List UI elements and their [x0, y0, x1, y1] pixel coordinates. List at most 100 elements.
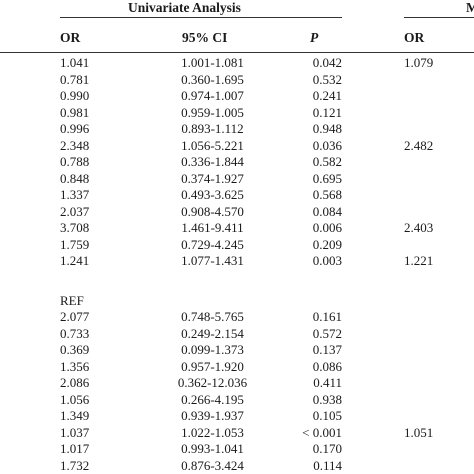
cell-p-value: 0.572	[312, 325, 342, 341]
cell-or: REF	[60, 292, 84, 308]
cell-or: 2.348	[60, 137, 90, 153]
table-row: 1.056 0.266-4.195 0.938	[0, 392, 474, 409]
cell-ci: 0.360-1.695	[181, 71, 244, 87]
cell-ci: 0.374-1.927	[181, 170, 244, 186]
table-body: 1.041 1.001-1.081 0.042 1.079 0.781 0.360-1.6…	[0, 55, 474, 474]
table-row: 0.990 0.974-1.007 0.241	[0, 88, 474, 105]
cell-or: 0.781	[60, 71, 90, 87]
table-row: 1.041 1.001-1.081 0.042 1.079	[0, 55, 474, 72]
cell-multivariate-or: 1.051	[404, 424, 434, 440]
univariate-analysis-header: Univariate Analysis	[128, 0, 241, 15]
cell-p-value: 0.532	[312, 71, 342, 87]
cell-p-value: 0.411	[313, 375, 342, 390]
table-row: 3.708 1.461-9.411 0.006 2.403	[0, 220, 474, 237]
column-header-ci: 95% CI	[182, 30, 228, 45]
cell-or: 2.037	[60, 203, 90, 219]
table-spacer-row	[0, 270, 474, 293]
cell-or: 2.077	[60, 309, 90, 324]
multivariate-analysis-header: M	[466, 0, 474, 15]
cell-or: 1.732	[60, 457, 90, 473]
multivariate-header-rule	[404, 17, 474, 18]
cell-or: 1.017	[60, 441, 90, 456]
table-row: REF	[0, 293, 474, 310]
table-row: 0.788 0.336-1.844 0.582	[0, 154, 474, 171]
cell-ci: 0.249-2.154	[181, 325, 244, 341]
table-row: 2.086 0.362-12.036 0.411	[0, 375, 474, 392]
cell-p-value: 0.042	[312, 55, 342, 70]
cell-ci: 1.077-1.431	[181, 253, 244, 268]
cell-or: 0.981	[60, 104, 90, 120]
table-row: 0.996 0.893-1.112 0.948	[0, 121, 474, 138]
cell-or: 1.759	[60, 236, 90, 252]
cell-multivariate-or: 2.482	[404, 137, 434, 153]
table-row: 1.337 0.493-3.625 0.568	[0, 187, 474, 204]
table-row: 2.037 0.908-4.570 0.084	[0, 204, 474, 221]
cell-ci: 0.957-1.920	[181, 358, 244, 374]
cell-ci: 1.056-5.221	[181, 137, 244, 153]
cell-multivariate-or: 1.079	[404, 55, 434, 70]
cell-p-value: 0.114	[313, 457, 342, 473]
cell-ci: 1.022-1.053	[181, 424, 244, 440]
cell-or: 1.041	[60, 55, 90, 70]
cell-ci: 0.974-1.007	[181, 88, 244, 103]
table-row: 1.356 0.957-1.920 0.086	[0, 359, 474, 376]
cell-p-value: 0.241	[312, 88, 342, 103]
table-row: 1.349 0.939-1.937 0.105	[0, 408, 474, 425]
column-header-p: P	[310, 30, 319, 45]
cell-ci: 0.099-1.373	[181, 342, 244, 357]
cell-p-value: 0.003	[312, 253, 342, 268]
cell-p-value: 0.170	[312, 441, 342, 456]
cell-or: 1.037	[60, 424, 90, 440]
cell-ci: 1.461-9.411	[181, 220, 244, 235]
cell-p-value: 0.137	[312, 342, 342, 357]
cell-p-value: 0.568	[312, 187, 342, 202]
table-row: 0.981 0.959-1.005 0.121	[0, 105, 474, 122]
cell-p-value: 0.948	[312, 121, 342, 136]
cell-p-value: 0.006	[312, 220, 342, 235]
cell-or: 0.788	[60, 154, 90, 169]
cell-p-value: 0.086	[312, 358, 342, 374]
cell-ci: 0.362-12.036	[177, 375, 248, 390]
cell-or: 0.848	[60, 170, 90, 186]
cell-or: 2.086	[60, 375, 90, 390]
cell-or: 1.356	[60, 358, 90, 374]
cell-ci: 0.893-1.112	[181, 121, 244, 136]
table-row: 1.017 0.993-1.041 0.170	[0, 441, 474, 458]
table-row: 2.348 1.056-5.221 0.036 2.482	[0, 138, 474, 155]
cell-multivariate-or: 1.221	[404, 253, 434, 268]
table-row: 0.848 0.374-1.927 0.695	[0, 171, 474, 188]
cell-p-value: 0.121	[312, 104, 342, 120]
univariate-header-rule	[60, 17, 342, 18]
cell-or: 0.996	[60, 121, 90, 136]
cell-ci: 0.959-1.005	[181, 104, 244, 120]
cell-ci: 0.729-4.245	[181, 236, 244, 252]
table-row: 1.037 1.022-1.053 < 0.001 1.051	[0, 425, 474, 442]
cell-ci: 0.939-1.937	[181, 408, 244, 423]
cell-or: 1.056	[60, 391, 90, 407]
cell-p-value: < 0.001	[302, 424, 342, 440]
cell-p-value: 0.036	[312, 137, 342, 153]
cell-p-value: 0.938	[312, 391, 342, 407]
cell-or: 3.708	[60, 220, 90, 235]
cell-or: 0.990	[60, 88, 90, 103]
table-row: 0.369 0.099-1.373 0.137	[0, 342, 474, 359]
cell-multivariate-or: 2.403	[404, 220, 434, 235]
cell-p-value: 0.161	[312, 309, 342, 324]
column-header-rule	[0, 52, 474, 53]
cell-ci: 0.908-4.570	[181, 203, 244, 219]
cell-ci: 1.001-1.081	[181, 55, 244, 70]
cell-p-value: 0.695	[312, 170, 342, 186]
table-row: 1.759 0.729-4.245 0.209	[0, 237, 474, 254]
cell-or: 1.337	[60, 187, 90, 202]
column-header-multivariate-or: OR	[404, 30, 425, 45]
cell-p-value: 0.582	[312, 154, 342, 169]
cell-ci: 0.493-3.625	[181, 187, 244, 202]
cell-p-value: 0.084	[312, 203, 342, 219]
table-row: 1.732 0.876-3.424 0.114	[0, 458, 474, 474]
cell-ci: 0.876-3.424	[181, 457, 244, 473]
table-row: 1.241 1.077-1.431 0.003 1.221	[0, 253, 474, 270]
cell-ci: 0.748-5.765	[181, 309, 244, 324]
table-row: 0.781 0.360-1.695 0.532	[0, 72, 474, 89]
cell-or: 0.733	[60, 325, 90, 341]
